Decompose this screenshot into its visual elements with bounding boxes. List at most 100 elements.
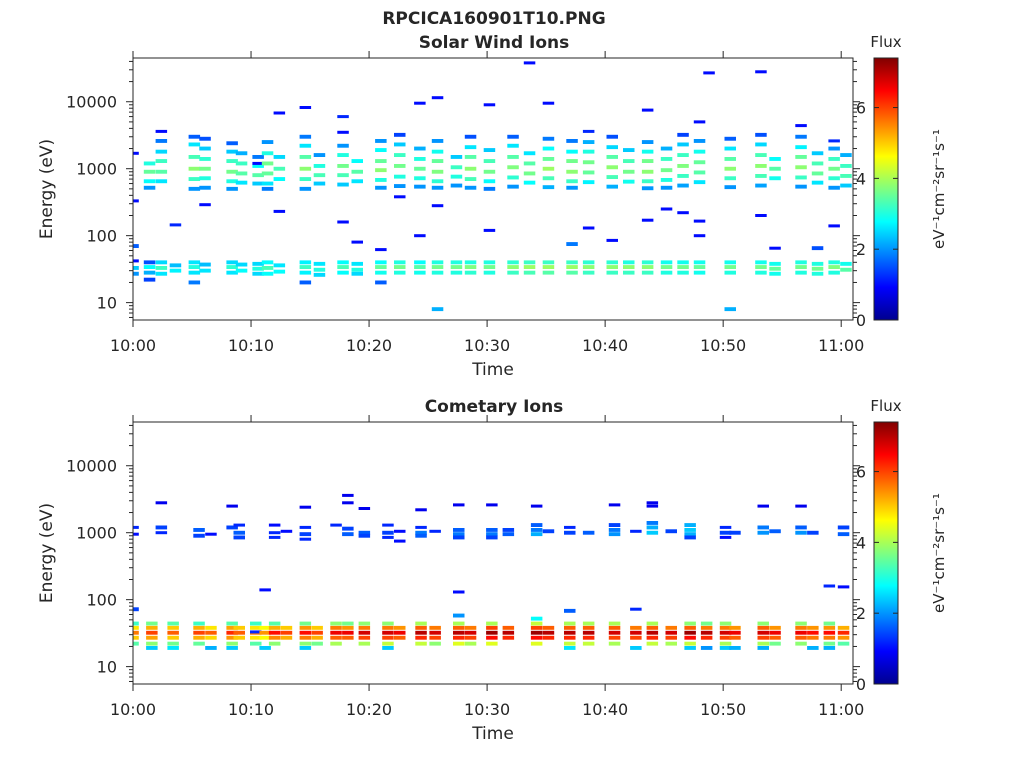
x-tick-label: 10:10 <box>228 700 274 719</box>
spectrogram-cell <box>146 621 158 626</box>
spectrogram-cell <box>719 530 732 535</box>
spectrogram-cell <box>375 280 387 285</box>
spectrogram-cell <box>665 529 677 534</box>
spectrogram-cell <box>719 525 732 529</box>
spectrogram-cell <box>769 641 781 646</box>
spectrogram-cell <box>837 641 850 646</box>
spectrogram-cell <box>429 630 441 635</box>
spectrogram-cell <box>564 630 576 635</box>
spectrogram-cell <box>235 180 248 185</box>
spectrogram-cell <box>486 535 498 540</box>
spectrogram-cell <box>630 529 642 533</box>
spectrogram-cell <box>807 625 819 630</box>
spectrogram-cell <box>226 159 238 163</box>
spectrogram-cell <box>188 177 201 181</box>
spectrogram-cell <box>133 641 139 646</box>
spectrogram-cell <box>226 179 238 184</box>
spectrogram-cell <box>542 260 555 265</box>
spectrogram-cell <box>464 166 477 171</box>
spectrogram-cell <box>375 185 387 190</box>
spectrogram-cell <box>330 523 342 527</box>
spectrogram-cell <box>719 641 732 646</box>
spectrogram-cell <box>250 641 262 646</box>
spectrogram-cell <box>823 646 836 650</box>
spectrogram-cell <box>483 265 496 269</box>
spectrogram-cell <box>414 260 426 265</box>
spectrogram-cell <box>188 142 201 147</box>
y-tick-label: 1000 <box>76 160 117 179</box>
spectrogram-cell <box>226 186 238 191</box>
spectrogram-cell <box>729 530 741 535</box>
spectrogram-cell <box>677 174 689 178</box>
spectrogram-cell <box>299 260 312 265</box>
spectrogram-cell <box>795 260 807 265</box>
spectrogram-cell <box>523 180 536 185</box>
spectrogram-cell <box>233 530 245 535</box>
spectrogram-cell <box>582 180 595 185</box>
spectrogram-cell <box>273 263 286 268</box>
spectrogram-cell <box>188 280 201 285</box>
spectrogram-cell <box>755 183 767 188</box>
spectrogram-cell <box>486 528 498 532</box>
spectrogram-cell <box>429 529 441 533</box>
spectrogram-cell <box>769 266 781 271</box>
x-tick-label: 10:40 <box>582 700 628 719</box>
spectrogram-cell <box>453 625 465 630</box>
spectrogram-cell <box>608 621 621 626</box>
spectrogram-cell <box>502 635 515 640</box>
spectrogram-cell <box>483 228 496 232</box>
spectrogram-cell <box>261 151 274 156</box>
spectrogram-cell <box>337 265 349 269</box>
spectrogram-cell <box>769 166 781 171</box>
spectrogram-cell <box>623 169 635 174</box>
x-tick-label: 10:00 <box>110 336 156 355</box>
spectrogram-cell <box>453 621 465 626</box>
spectrogram-cell <box>133 266 139 270</box>
spectrogram-cell <box>828 166 840 171</box>
spectrogram-cell <box>342 621 354 626</box>
spectrogram-cell <box>205 635 217 640</box>
spectrogram-cell <box>261 271 274 276</box>
spectrogram-cell <box>268 535 281 539</box>
spectrogram-cell <box>233 630 245 635</box>
spectrogram-cell <box>261 181 274 186</box>
spectrogram-cell <box>193 641 205 646</box>
spectrogram-cell <box>382 635 394 640</box>
spectrogram-cell <box>193 625 205 630</box>
spectrogram-cell <box>235 268 248 273</box>
spectrogram-cell <box>233 535 245 540</box>
colorbar-ticks: 0 2 4 6 <box>856 99 898 330</box>
spectrogram-cell <box>757 641 769 646</box>
spectrogram-cell <box>394 164 406 168</box>
spectrogram-cell <box>299 537 312 541</box>
spectrogram-cell <box>641 140 654 144</box>
spectrogram-cell <box>811 151 824 156</box>
spectrogram-cell <box>641 159 654 163</box>
spectrogram-cell <box>684 630 696 635</box>
y-axis-label: Energy (eV) <box>37 503 57 603</box>
spectrogram-cell <box>769 529 781 534</box>
spectrogram-cell <box>280 625 293 630</box>
spectrogram-cell <box>299 143 312 148</box>
y-tick-label: 100 <box>86 227 117 246</box>
spectrogram-cell <box>684 646 696 650</box>
spectrogram-cell <box>167 630 179 635</box>
x-tick-label: 10:40 <box>582 336 628 355</box>
spectrogram-cell <box>155 179 168 184</box>
x-axis-label: Time <box>471 360 514 380</box>
spectrogram-cell <box>431 185 444 190</box>
spectrogram-cell <box>530 635 543 640</box>
spectrogram-cell <box>299 270 312 275</box>
spectrogram-cell <box>755 260 767 265</box>
spectrogram-cell <box>646 525 659 530</box>
spectrogram-cell <box>299 635 312 640</box>
spectrogram-cell <box>226 504 238 508</box>
spectrogram-cell <box>299 177 312 181</box>
spectrogram-cell <box>330 641 342 646</box>
spectrogram-cell <box>729 646 741 650</box>
spectrogram-cell <box>542 529 555 534</box>
spectrogram-cell <box>502 625 515 630</box>
spectrogram-cell <box>606 238 618 242</box>
spectrogram-cell <box>453 535 465 540</box>
